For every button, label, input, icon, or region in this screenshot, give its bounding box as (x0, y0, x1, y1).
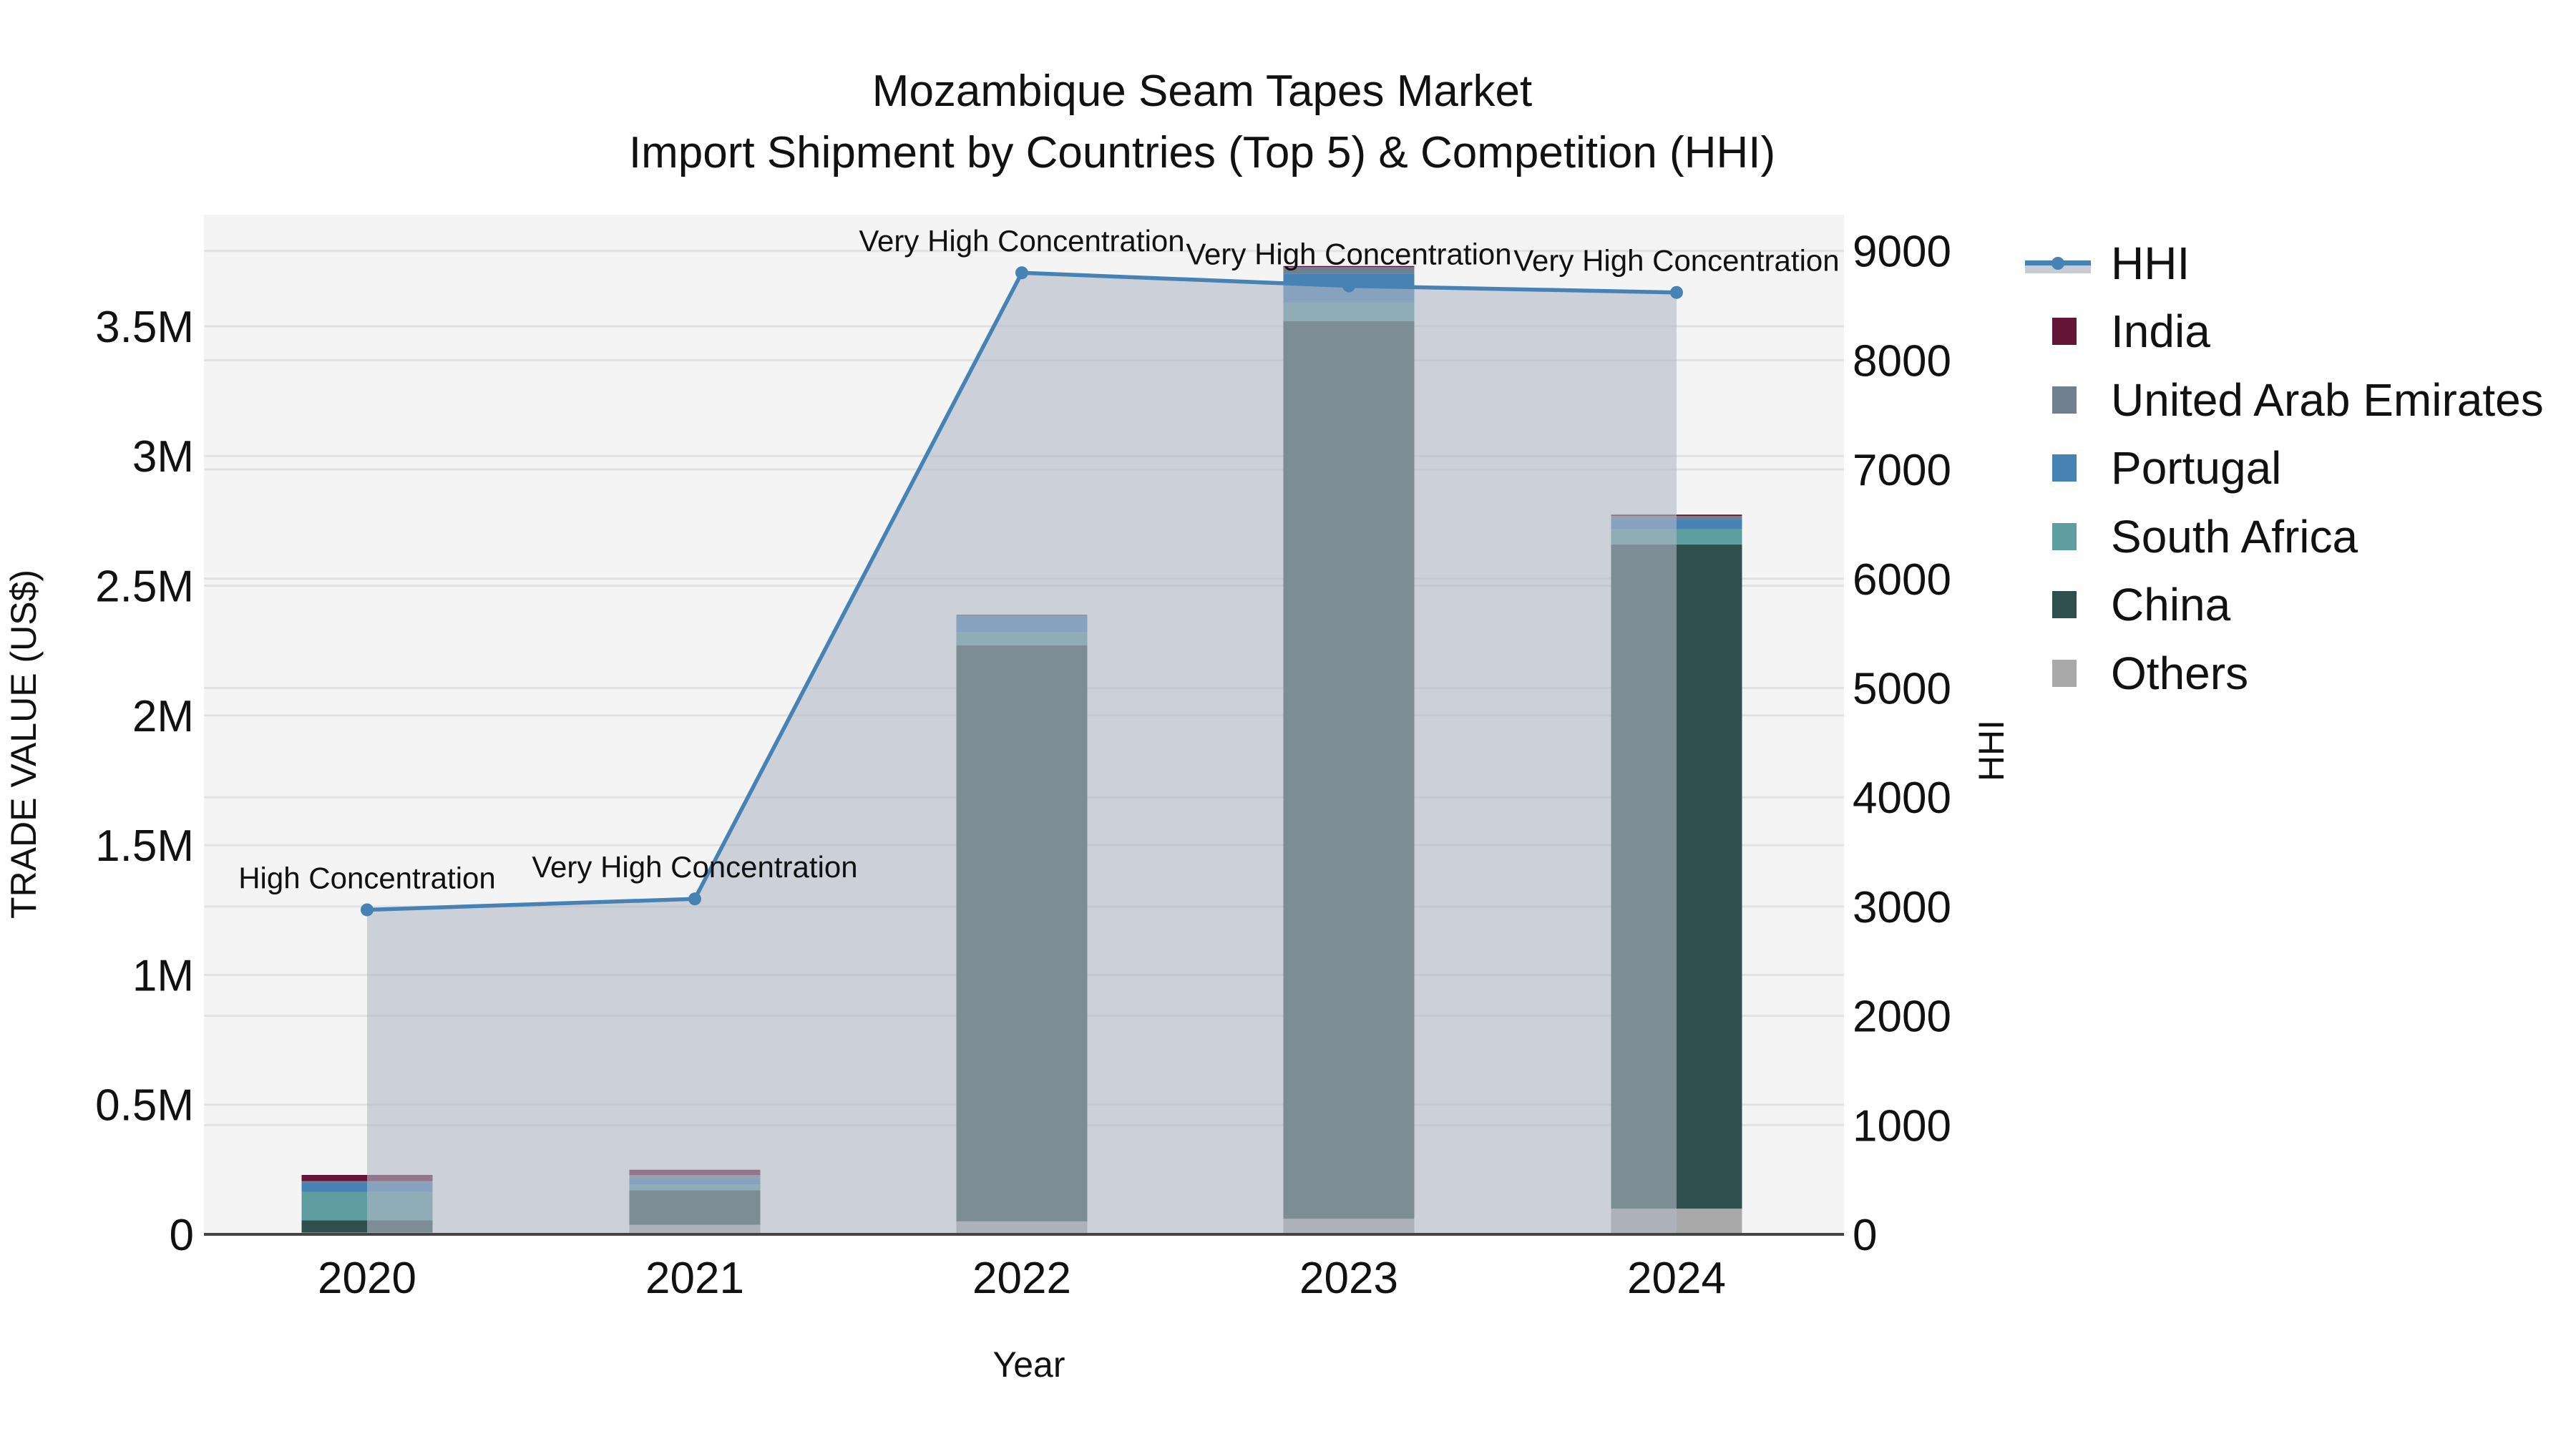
hhi-annotation: Very High Concentration (859, 224, 1184, 258)
legend-label: Portugal (2111, 442, 2282, 494)
hhi-annotation: Very High Concentration (1513, 244, 1839, 278)
y-right-tick-label: 5000 (1853, 665, 1951, 714)
y-right-tick-label: 1000 (1853, 1101, 1951, 1151)
legend-label: Others (2111, 647, 2249, 699)
color-swatch-icon (2052, 454, 2077, 482)
bar-segment[interactable] (1283, 265, 1415, 268)
hhi-point[interactable] (1015, 266, 1028, 280)
bar-segment[interactable] (1283, 267, 1415, 274)
x-tick-label: 2021 (645, 1254, 744, 1303)
color-swatch-icon (2052, 386, 2077, 414)
color-swatch-icon (2052, 522, 2077, 550)
y-right-tick-label: 8000 (1853, 336, 1951, 386)
y-left-tick-label: 1.5M (95, 821, 194, 871)
y-left-tick-label: 3M (132, 432, 194, 482)
x-tick-label: 2023 (1299, 1254, 1398, 1303)
legend-label: South Africa (2111, 510, 2358, 562)
y-right-tick-label: 4000 (1853, 774, 1951, 823)
hhi-annotation: Very High Concentration (1186, 238, 1511, 271)
color-swatch-icon (2052, 659, 2077, 687)
x-tick-label: 2022 (972, 1254, 1071, 1303)
legend-item-south-africa[interactable]: South Africa (2025, 502, 2544, 571)
y-left-tick-label: 1M (132, 951, 194, 1000)
y-left-tick-label: 0.5M (95, 1081, 194, 1131)
color-swatch-icon (2052, 318, 2077, 346)
legend-item-uae[interactable]: United Arab Emirates (2025, 366, 2544, 434)
legend: HHI India United Arab Emirates Portugal … (2025, 229, 2544, 708)
x-tick-label: 2024 (1627, 1254, 1726, 1303)
hhi-point[interactable] (1342, 279, 1355, 293)
y-left-tick-label: 2.5M (95, 562, 194, 612)
chart-title: Mozambique Seam Tapes Market (872, 67, 1533, 116)
hhi-annotation: Very High Concentration (532, 850, 857, 884)
hhi-annotation: High Concentration (238, 861, 496, 894)
y-left-tick-label: 3.5M (95, 303, 194, 352)
y-axis-left-title: TRADE VALUE (US$) (4, 569, 44, 919)
line-marker-icon (2025, 249, 2091, 278)
legend-item-hhi[interactable]: HHI (2025, 229, 2544, 298)
legend-item-others[interactable]: Others (2025, 639, 2544, 708)
legend-item-india[interactable]: India (2025, 298, 2544, 366)
y-left-tick-label: 0 (170, 1211, 194, 1260)
legend-item-china[interactable]: China (2025, 571, 2544, 640)
legend-label: China (2111, 579, 2231, 631)
y-axis-right-title: HHI (1971, 719, 2012, 782)
y-right-tick-label: 7000 (1853, 446, 1951, 495)
hhi-point[interactable] (1670, 286, 1683, 299)
hhi-point[interactable] (688, 892, 701, 906)
legend-label: India (2111, 306, 2210, 358)
y-right-tick-label: 6000 (1853, 555, 1951, 605)
color-swatch-icon (2052, 591, 2077, 619)
chart-subtitle: Import Shipment by Countries (Top 5) & C… (628, 128, 1776, 177)
hhi-point[interactable] (361, 903, 374, 917)
y-left-tick-label: 2M (132, 692, 194, 741)
legend-label: United Arab Emirates (2111, 374, 2544, 426)
x-tick-label: 2020 (318, 1254, 416, 1303)
legend-item-portugal[interactable]: Portugal (2025, 434, 2544, 503)
y-right-tick-label: 0 (1853, 1211, 1877, 1260)
y-right-tick-label: 2000 (1853, 992, 1951, 1042)
legend-label: HHI (2111, 237, 2190, 289)
x-axis-title: Year (992, 1345, 1065, 1385)
y-right-tick-label: 9000 (1853, 228, 1951, 277)
y-right-tick-label: 3000 (1853, 883, 1951, 932)
hhi-area (367, 273, 1677, 1234)
